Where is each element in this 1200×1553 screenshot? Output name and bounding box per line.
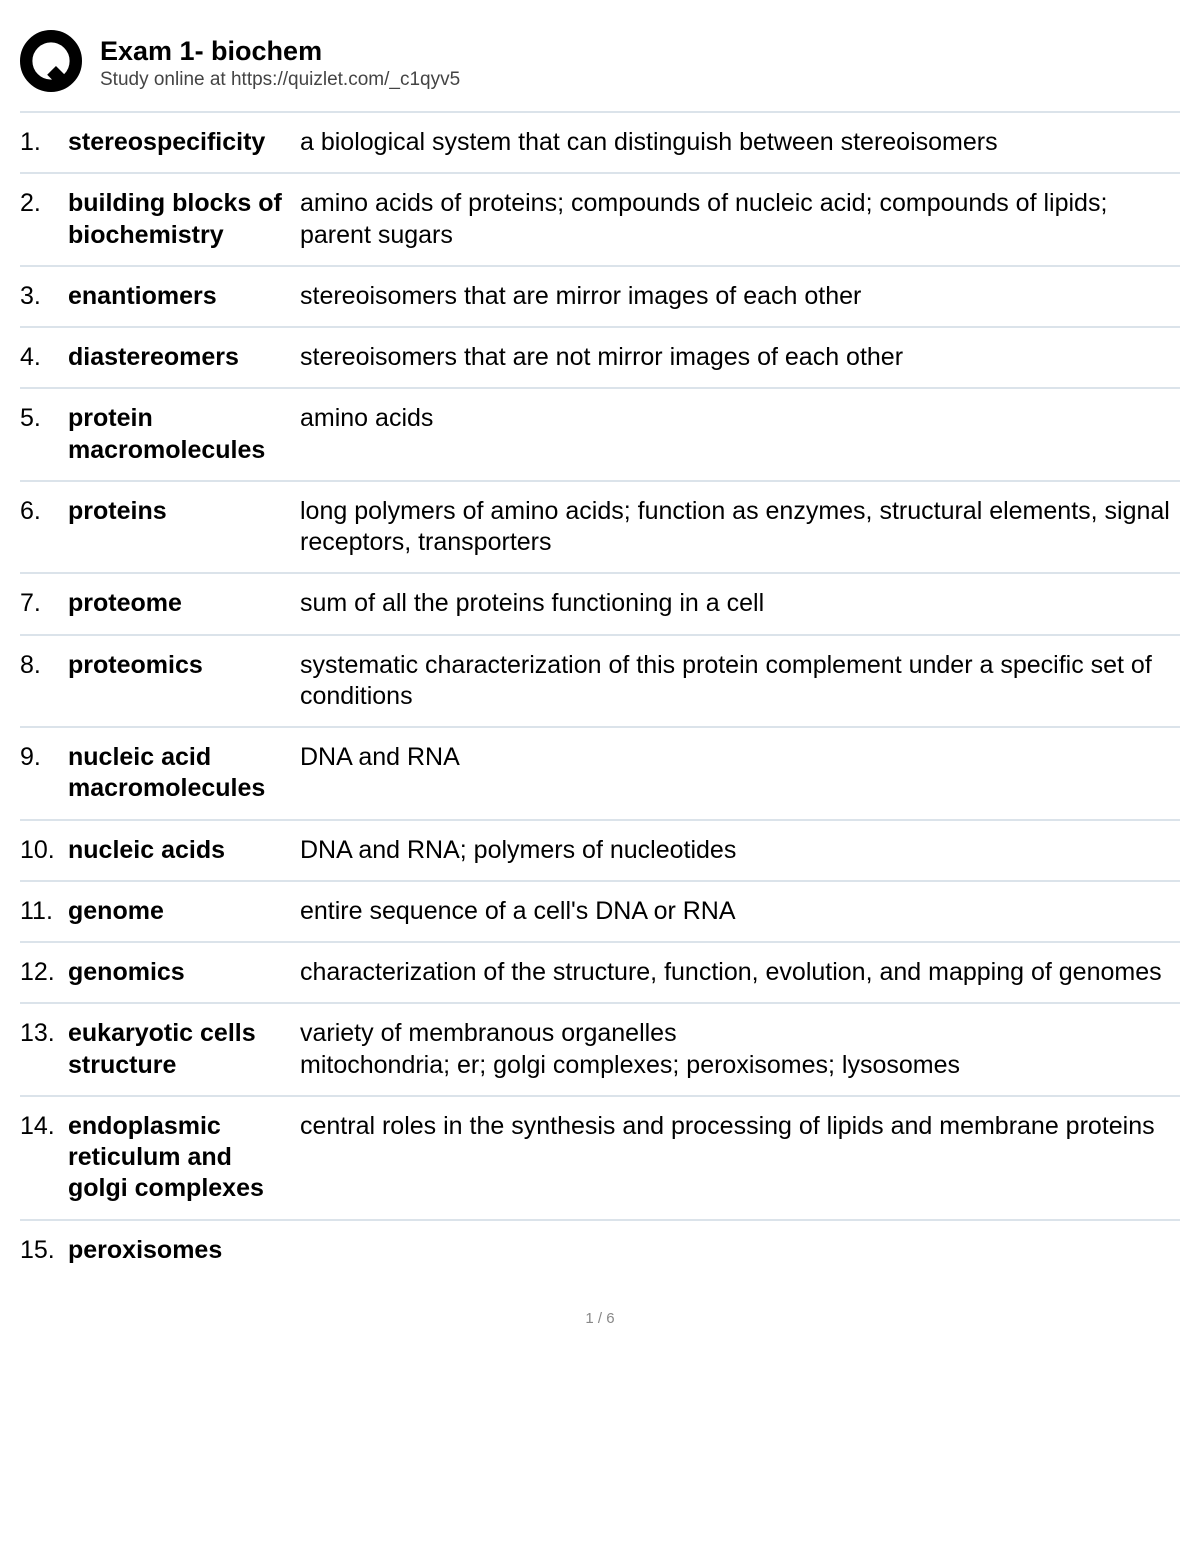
flashcard-row: 8.proteomicssystematic characterization … — [20, 634, 1180, 727]
page-footer: 1 / 6 — [20, 1310, 1180, 1327]
term: proteome — [68, 588, 300, 619]
definition: sum of all the proteins functioning in a… — [300, 588, 1180, 619]
flashcard-row: 4.diastereomersstereoisomers that are no… — [20, 326, 1180, 387]
term: peroxisomes — [68, 1235, 300, 1266]
row-number: 11. — [20, 896, 68, 927]
flashcard-list: 1.stereospecificitya biological system t… — [20, 111, 1180, 1280]
study-url: Study online at https://quizlet.com/_c1q… — [100, 69, 460, 91]
term: proteins — [68, 496, 300, 559]
row-number: 3. — [20, 281, 68, 312]
page-title: Exam 1- biochem — [100, 36, 460, 67]
flashcard-row: 14.endoplasmic reticulum and golgi compl… — [20, 1095, 1180, 1219]
definition: a biological system that can distinguish… — [300, 127, 1180, 158]
term: genome — [68, 896, 300, 927]
term: nucleic acids — [68, 835, 300, 866]
row-number: 2. — [20, 188, 68, 251]
flashcard-row: 5.protein macromoleculesamino acids — [20, 387, 1180, 480]
row-number: 9. — [20, 742, 68, 805]
definition: characterization of the structure, funct… — [300, 957, 1180, 988]
row-number: 13. — [20, 1018, 68, 1081]
row-number: 5. — [20, 403, 68, 466]
flashcard-row: 9.nucleic acid macromoleculesDNA and RNA — [20, 726, 1180, 819]
term: nucleic acid macromolecules — [68, 742, 300, 805]
flashcard-row: 10.nucleic acidsDNA and RNA; polymers of… — [20, 819, 1180, 880]
row-number: 14. — [20, 1111, 68, 1205]
term: diastereomers — [68, 342, 300, 373]
term: endoplasmic reticulum and golgi complexe… — [68, 1111, 300, 1205]
quizlet-logo-icon — [20, 30, 82, 97]
row-number: 10. — [20, 835, 68, 866]
flashcard-row: 2.building blocks of biochemistryamino a… — [20, 172, 1180, 265]
page-indicator: 1 / 6 — [585, 1310, 614, 1327]
term: enantiomers — [68, 281, 300, 312]
definition: DNA and RNA — [300, 742, 1180, 805]
term: eukaryotic cells structure — [68, 1018, 300, 1081]
flashcard-row: 1.stereospecificitya biological system t… — [20, 111, 1180, 172]
row-number: 1. — [20, 127, 68, 158]
term: stereospecificity — [68, 127, 300, 158]
definition: systematic characterization of this prot… — [300, 650, 1180, 713]
flashcard-row: 7.proteomesum of all the proteins functi… — [20, 572, 1180, 633]
flashcard-row: 15.peroxisomes — [20, 1219, 1180, 1280]
definition: amino acids of proteins; compounds of nu… — [300, 188, 1180, 251]
row-number: 8. — [20, 650, 68, 713]
term: genomics — [68, 957, 300, 988]
row-number: 4. — [20, 342, 68, 373]
definition: amino acids — [300, 403, 1180, 466]
flashcard-row: 6.proteinslong polymers of amino acids; … — [20, 480, 1180, 573]
definition: variety of membranous organelles mitocho… — [300, 1018, 1180, 1081]
row-number: 7. — [20, 588, 68, 619]
definition: DNA and RNA; polymers of nucleotides — [300, 835, 1180, 866]
flashcard-row: 12.genomicscharacterization of the struc… — [20, 941, 1180, 1002]
flashcard-row: 11.genomeentire sequence of a cell's DNA… — [20, 880, 1180, 941]
definition: central roles in the synthesis and proce… — [300, 1111, 1180, 1205]
definition: long polymers of amino acids; function a… — [300, 496, 1180, 559]
flashcard-row: 3.enantiomersstereoisomers that are mirr… — [20, 265, 1180, 326]
page-header: Exam 1- biochem Study online at https://… — [20, 30, 1180, 107]
term: protein macromolecules — [68, 403, 300, 466]
row-number: 6. — [20, 496, 68, 559]
definition: entire sequence of a cell's DNA or RNA — [300, 896, 1180, 927]
header-text: Exam 1- biochem Study online at https://… — [100, 36, 460, 91]
term: proteomics — [68, 650, 300, 713]
flashcard-row: 13.eukaryotic cells structurevariety of … — [20, 1002, 1180, 1095]
row-number: 15. — [20, 1235, 68, 1266]
term: building blocks of biochemistry — [68, 188, 300, 251]
row-number: 12. — [20, 957, 68, 988]
definition: stereoisomers that are not mirror images… — [300, 342, 1180, 373]
definition — [300, 1235, 1180, 1266]
definition: stereoisomers that are mirror images of … — [300, 281, 1180, 312]
